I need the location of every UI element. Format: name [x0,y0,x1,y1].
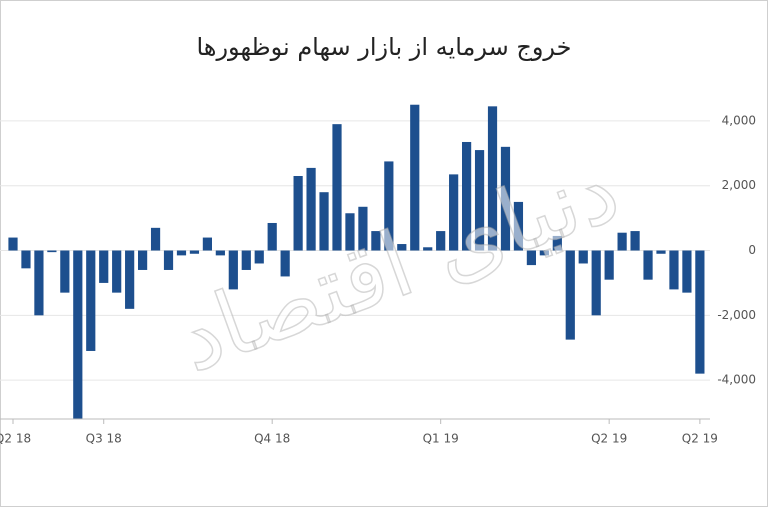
bar [99,250,109,283]
y-tick-label: 0 [748,243,756,257]
bar [125,250,135,309]
bar [47,250,57,253]
bar [578,250,588,264]
bar [73,250,83,419]
bar [228,250,238,290]
bar [254,250,264,264]
bar [682,250,692,293]
bars [8,104,705,419]
x-tick-label: Q2 18 [0,432,31,446]
y-tick-label: 4,000 [722,113,756,127]
bar [604,250,614,280]
chart-title: خروج سرمایه از بازار سهام نوظهورها [196,33,571,61]
bar [189,250,200,254]
bar [474,150,485,251]
bar [371,231,381,251]
bar [267,222,277,251]
bar [526,250,536,266]
bar [410,104,420,251]
bar [643,250,653,280]
bar [630,231,640,251]
x-tick-label: Q2 19 [591,432,627,446]
bar [617,232,627,251]
bar [34,250,44,316]
bar [215,250,225,256]
bar [176,250,187,256]
bar [86,250,96,351]
bar [397,244,407,251]
bar [319,192,329,251]
bar [436,231,446,251]
bar [513,201,524,251]
bar [112,250,122,293]
bar [449,174,459,251]
x-tick-label: Q3 18 [86,432,122,446]
bar [358,206,368,251]
bar [565,250,575,340]
bar [695,250,705,374]
x-tick-label: Q4 18 [254,432,290,446]
bar [656,250,666,254]
bar [552,235,562,251]
bar [280,250,290,277]
x-tick-label: Q2 19 [682,432,718,446]
y-tick-label: -2,000 [717,308,756,322]
bar [345,213,355,251]
bar [384,161,394,251]
bar [669,250,679,290]
bar [500,146,511,251]
x-tick-label: Q1 19 [423,432,459,446]
y-tick-label: 2,000 [722,178,756,192]
y-tick-label: -4,000 [717,373,756,387]
bar [306,167,316,251]
bar [487,106,498,251]
bar [138,250,148,270]
bar [8,237,18,251]
bar [163,250,174,270]
bar [60,250,70,293]
bar [202,237,212,251]
bar [539,250,549,256]
bar [423,247,433,251]
bar [150,227,161,251]
bar [293,176,303,251]
bar [21,250,31,269]
bar [332,124,342,251]
bar [241,250,251,270]
bar [591,250,601,316]
bar [462,141,472,251]
